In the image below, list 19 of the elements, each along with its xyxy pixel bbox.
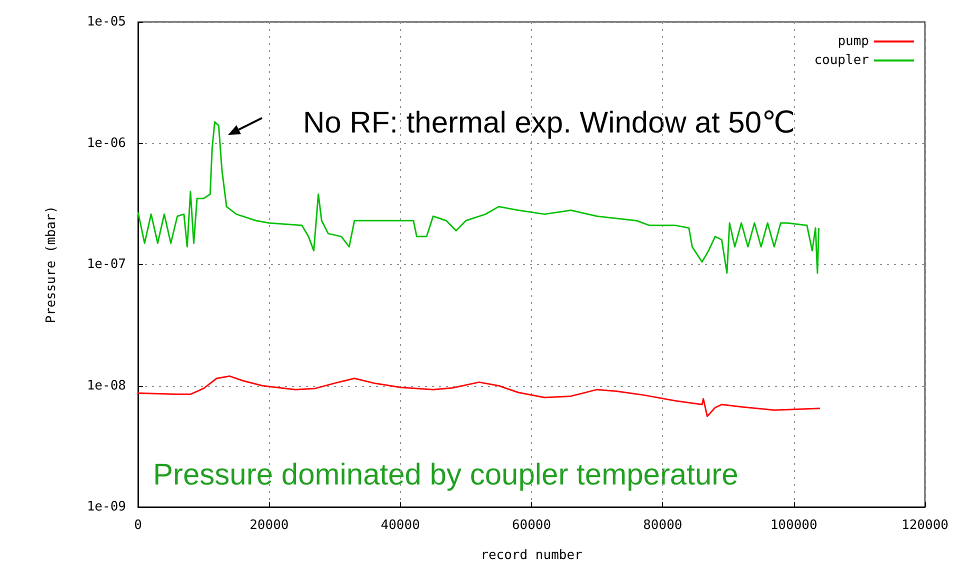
y-tick-label: 1e-06 — [86, 136, 126, 151]
x-tick-label: 60000 — [512, 518, 552, 533]
y-tick-label: 1e-05 — [86, 14, 126, 30]
x-tick-label: 40000 — [380, 518, 420, 533]
line-series — [137, 375, 821, 418]
x-tick-label: 20000 — [250, 518, 289, 533]
legend-label: coupler — [814, 53, 870, 68]
y-axis-title: Pressure (mbar) — [44, 206, 59, 324]
annotation: Pressure dominated by coupler temperature — [153, 458, 738, 492]
legend-label: pump — [838, 34, 870, 49]
x-tick-label: 120000 — [902, 518, 948, 533]
x-tick-label: 80000 — [643, 518, 682, 533]
y-tick-label: 1e-08 — [86, 378, 126, 394]
x-tick-label: 100000 — [770, 518, 818, 533]
x-tick-label: 0 — [134, 518, 142, 533]
x-axis-title: record number — [480, 548, 583, 563]
y-tick-label: 1e-07 — [86, 257, 126, 272]
annotation: No RF: thermal exp. Window at 50℃ — [303, 106, 796, 140]
y-tick-label: 1e-09 — [86, 500, 126, 514]
